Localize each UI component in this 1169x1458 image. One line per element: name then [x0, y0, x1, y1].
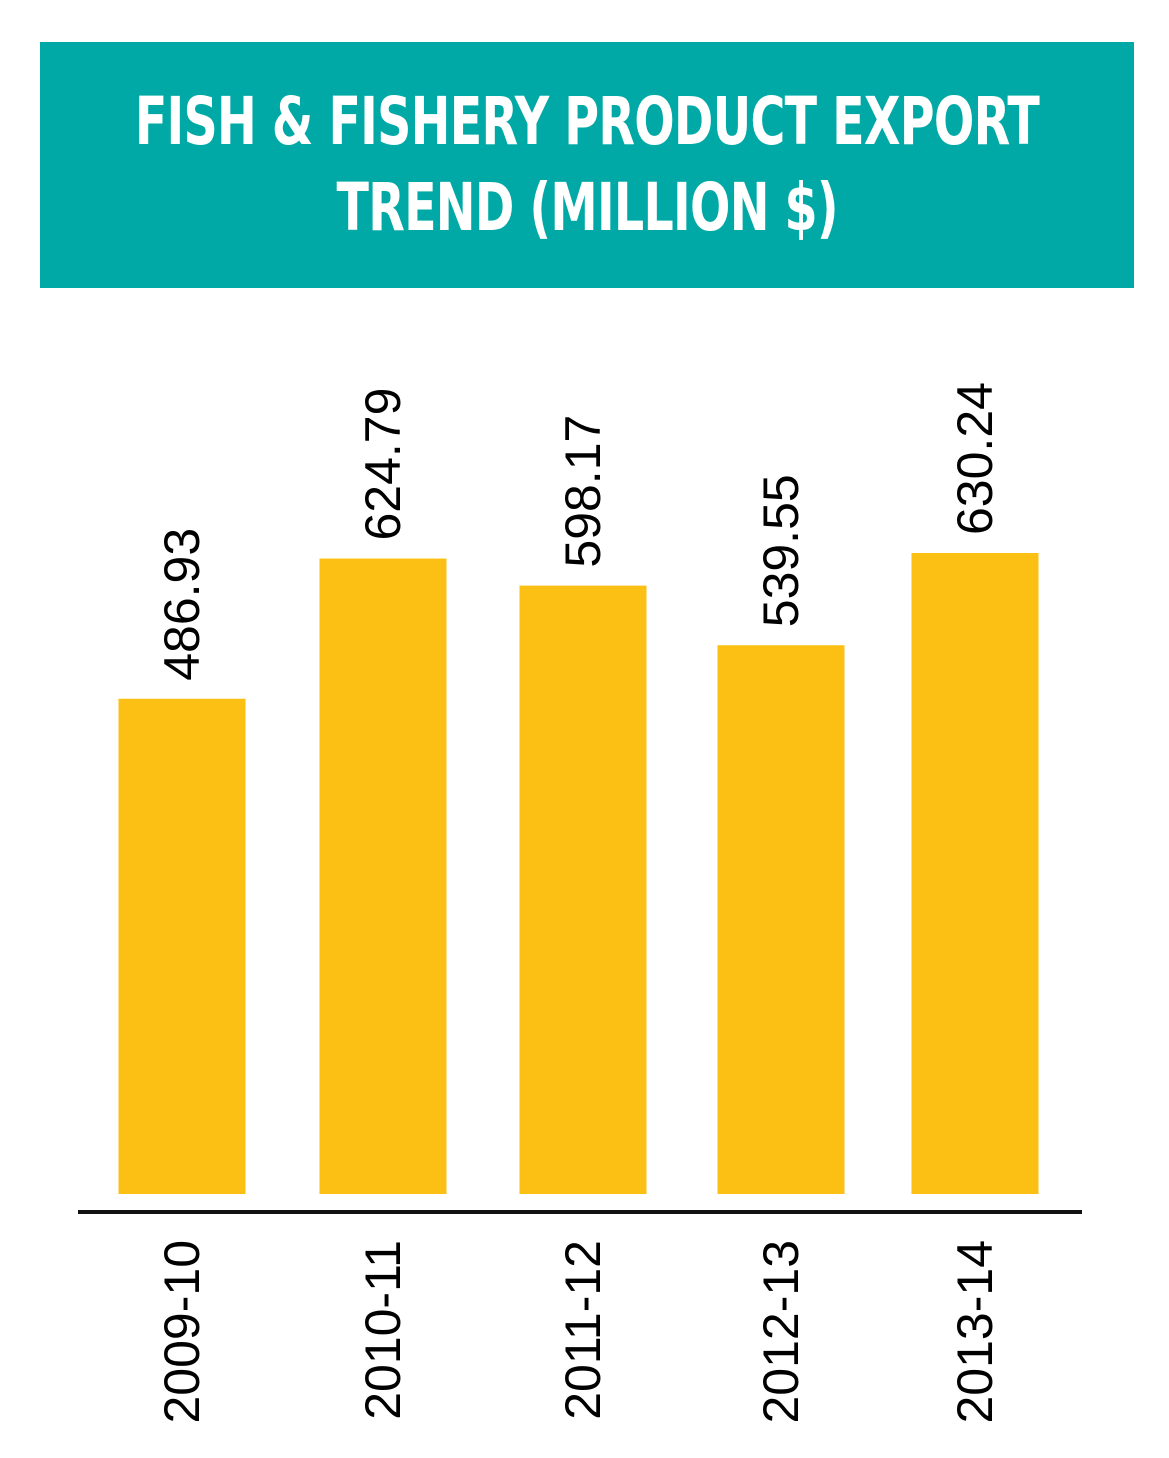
- value-label-2013-14: 630.24: [947, 382, 1003, 535]
- category-label-2009-10: 2009-10: [154, 1240, 210, 1424]
- chart-title-line-1: FISH & FISHERY PRODUCT EXPORT: [134, 83, 1040, 160]
- bar-2009-10: [118, 698, 246, 1194]
- bar-2012-13: [717, 645, 845, 1194]
- chart-title-line-2: TREND (MILLION $): [336, 169, 838, 246]
- category-label-2011-12: 2011-12: [555, 1240, 611, 1420]
- bars-group: [118, 553, 1039, 1194]
- category-label-2010-11: 2010-11: [355, 1240, 411, 1420]
- value-label-2011-12: 598.17: [555, 415, 611, 568]
- value-labels-group: 486.93 624.79 598.17 539.55 630.24: [154, 382, 1003, 681]
- title-banner: FISH & FISHERY PRODUCT EXPORT TREND (MIL…: [40, 42, 1134, 288]
- bar-2010-11: [319, 558, 447, 1194]
- category-labels-group: 2009-10 2010-11 2011-12 2012-13 2013-14: [154, 1240, 1003, 1424]
- value-label-2010-11: 624.79: [355, 388, 411, 541]
- category-label-2013-14: 2013-14: [947, 1240, 1003, 1424]
- bar-2013-14: [911, 553, 1039, 1194]
- bar-2011-12: [519, 585, 647, 1194]
- value-label-2009-10: 486.93: [154, 528, 210, 681]
- value-label-2012-13: 539.55: [753, 474, 809, 627]
- category-label-2012-13: 2012-13: [753, 1240, 809, 1424]
